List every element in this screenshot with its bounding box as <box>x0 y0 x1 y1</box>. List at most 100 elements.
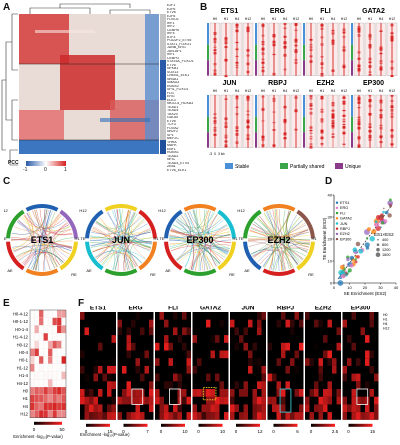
panel-f-cell <box>117 319 122 328</box>
scatter-point <box>358 248 364 254</box>
panel-e-cell <box>38 317 44 326</box>
panel-f-cell <box>365 412 370 420</box>
panel-f-cell <box>374 404 379 413</box>
panel-f-cell <box>248 350 253 359</box>
panel-f-cell <box>281 342 286 351</box>
circos-outer-label: H1 <box>232 236 238 241</box>
panel-d-legend-label: GATA2 <box>340 217 352 221</box>
panel-a-row-label: ETV5 <box>167 63 176 67</box>
pcc-tick-pos: 1 <box>64 167 67 173</box>
panel-e-cell <box>29 371 35 380</box>
scatter-point <box>355 241 361 247</box>
circos-outer-label: TE <box>238 236 243 241</box>
panel-d-y-tick: 20 <box>328 237 333 242</box>
panel-f-cell <box>239 412 244 420</box>
panel-f-cell <box>276 319 281 328</box>
panel-e-cell <box>61 394 67 403</box>
panel-b-time-label: H12 <box>389 89 395 93</box>
panel-f-cell <box>342 404 347 413</box>
panel-label-a: A <box>3 2 11 13</box>
circos-outer-label: TE <box>159 236 164 241</box>
panel-f-tick: 6 <box>296 429 299 434</box>
panel-f-cell <box>93 396 98 405</box>
panel-e-tick: 50 <box>59 427 65 432</box>
panel-e-cell <box>38 379 44 388</box>
panel-f-tick: 15 <box>107 429 113 434</box>
scatter-point <box>375 215 381 220</box>
panel-f-cell <box>111 335 116 343</box>
panel-f-cell <box>126 412 131 420</box>
circos-outer-label: RE <box>308 272 314 277</box>
panel-f-cell <box>159 396 164 405</box>
panel-b-time-label: H12 <box>293 17 299 21</box>
panel-f-cell <box>356 358 361 366</box>
panel-a-row-label: RUNX1 <box>167 151 179 154</box>
panel-e-cell <box>29 348 35 357</box>
panel-f-cell <box>299 412 304 420</box>
panel-f-cell <box>80 396 85 405</box>
panel-f-cell <box>80 312 85 320</box>
circos-jun: JUN H12 TE AE RE H1 <box>79 204 159 277</box>
panel-f-cell <box>272 396 277 405</box>
panel-e-cell <box>52 386 58 395</box>
panel-f-cell <box>84 404 89 413</box>
panel-f-cell <box>314 381 319 389</box>
panel-f-cell <box>285 412 290 420</box>
panel-b-time-label: H12 <box>245 17 251 21</box>
panel-b-time-label: H1 <box>272 17 277 21</box>
panel-f-cell <box>126 350 131 359</box>
panel-a-row-label: ETV6 <box>167 119 176 123</box>
panel-f-cell <box>164 335 169 343</box>
panel-b-time-label: H1 <box>368 17 373 21</box>
panel-f-cell <box>210 412 215 420</box>
panel-f-cell <box>327 389 332 397</box>
panel-f-cell <box>192 389 197 397</box>
scatter-point <box>387 213 392 218</box>
panel-a-row-label: STAT1_FOXO1 <box>167 42 192 46</box>
panel-a-row-labels: E2F1 E2F6 ETV6 E2F6 FOXO1 IRF1 IRF2 CEBPB IRF4 AT… <box>167 4 200 172</box>
panel-f-cell <box>224 389 229 397</box>
panel-f: ETS1 0 15 ERG 0 7 FLI 0 10 GATA2 0 10 JUN 0 12 RBPJ 0 6 EZ… <box>78 305 400 440</box>
panel-f-cell <box>290 327 295 336</box>
panel-f-cell <box>206 389 211 397</box>
panel-f-tick: 10 <box>220 429 226 434</box>
pcc-legend-title: PCC <box>8 160 19 166</box>
legend-swatch-2 <box>335 163 343 169</box>
scatter-point <box>340 273 346 279</box>
panel-f-xlabel: Enrichment -log₁₀(P-value) <box>80 432 130 437</box>
panel-f-tick: 0 <box>85 429 88 434</box>
panel-f-cell <box>243 404 248 413</box>
panel-e-cell <box>38 333 44 341</box>
panel-f-tick: 0 <box>235 429 238 434</box>
panel-a-row-label: NR4A1 <box>167 77 179 81</box>
panel-d-legend-label: ETS1 <box>340 201 350 205</box>
panel-f-cell <box>294 389 299 397</box>
panel-f-cell <box>107 381 112 389</box>
panel-d-y-tick: 10 <box>328 259 333 264</box>
panel-f-cell <box>144 365 149 374</box>
panel-d-size-label: 800 <box>382 243 388 247</box>
panel-f-cell <box>135 389 140 397</box>
size-legend-dot <box>376 247 380 252</box>
panel-f-cell <box>252 396 257 405</box>
panel-e-cell <box>47 371 53 380</box>
panel-f-cell <box>243 381 248 389</box>
panel-f-cell <box>230 319 235 328</box>
panel-f-cell <box>309 389 314 397</box>
panel-f-cell <box>336 396 341 405</box>
panel-f-cell <box>192 335 197 343</box>
panel-f-cell <box>261 396 266 405</box>
panel-f-cell <box>107 365 112 374</box>
panel-b-legend-label: Stable <box>235 164 249 170</box>
panel-b-time-label: H0 <box>261 17 266 21</box>
panel-f-cell <box>234 327 239 336</box>
panel-a-row-label: ETV6 <box>167 11 176 14</box>
panel-b-time-label: H4 <box>379 89 384 93</box>
panel-a-row-label: JUNB_ERG <box>167 46 186 49</box>
panel-f-cell <box>219 319 224 328</box>
scatter-point <box>365 237 369 240</box>
scatter-point <box>380 214 384 219</box>
panel-d-legend-label: FLI <box>340 211 346 215</box>
panel-e-cell <box>43 379 49 388</box>
circos-ep300: EP300 H12 TE AE RE H1 <box>158 204 238 277</box>
